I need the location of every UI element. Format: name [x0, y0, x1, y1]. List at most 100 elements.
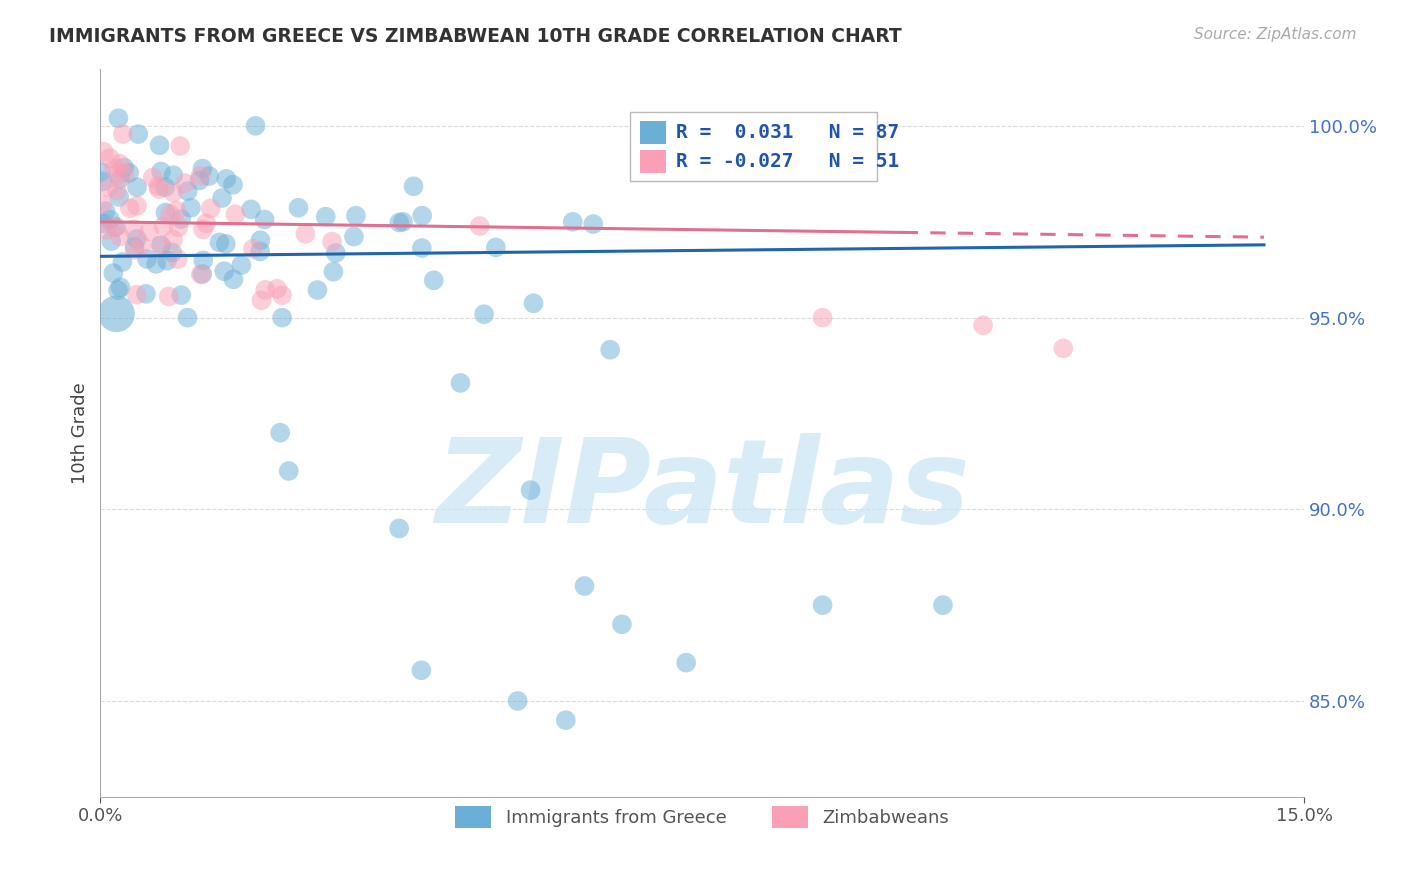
Point — [266, 282, 288, 296]
Point — [287, 201, 309, 215]
Point — [231, 258, 253, 272]
Point — [211, 191, 233, 205]
Point — [124, 243, 146, 257]
Point — [105, 219, 128, 234]
Point — [107, 112, 129, 126]
Point — [411, 663, 433, 677]
Point — [321, 235, 343, 249]
Point — [96, 223, 118, 237]
Point — [344, 209, 367, 223]
Point — [112, 161, 135, 175]
Point — [468, 219, 491, 233]
Point — [150, 164, 173, 178]
Point — [193, 253, 215, 268]
Point — [149, 238, 172, 252]
Point — [98, 212, 121, 227]
Point — [93, 145, 115, 159]
Point — [103, 220, 125, 235]
Point — [127, 127, 149, 141]
FancyBboxPatch shape — [630, 112, 877, 181]
Point — [271, 288, 294, 302]
Point — [110, 280, 132, 294]
Point — [506, 694, 529, 708]
Point — [188, 173, 211, 187]
Point — [269, 425, 291, 440]
Point — [191, 267, 214, 281]
Point — [162, 168, 184, 182]
Point — [307, 283, 329, 297]
Point — [271, 310, 294, 325]
Point — [190, 169, 212, 183]
Point — [159, 207, 181, 221]
Text: ZIPatlas: ZIPatlas — [434, 434, 970, 549]
Point — [170, 288, 193, 302]
Point — [105, 307, 128, 321]
Point — [1052, 342, 1074, 356]
Point — [224, 207, 246, 221]
Point — [131, 238, 153, 252]
Point — [167, 220, 190, 235]
Point — [155, 205, 177, 219]
Point — [422, 273, 444, 287]
Point — [388, 521, 411, 535]
Point — [277, 464, 299, 478]
Point — [125, 199, 148, 213]
Point — [98, 180, 121, 194]
Point — [112, 167, 135, 181]
Point — [105, 184, 128, 198]
Point — [402, 179, 425, 194]
Point — [972, 318, 994, 333]
Point — [811, 598, 834, 612]
Point — [249, 233, 271, 247]
Point — [91, 197, 114, 211]
Point — [90, 165, 112, 179]
Point — [388, 215, 411, 229]
Point — [118, 166, 141, 180]
Point — [150, 238, 173, 252]
Point — [242, 242, 264, 256]
Point — [136, 252, 159, 266]
Point — [170, 212, 193, 227]
Point — [166, 203, 188, 218]
Point — [811, 310, 834, 325]
Point — [98, 151, 121, 165]
Point — [250, 293, 273, 308]
Text: IMMIGRANTS FROM GREECE VS ZIMBABWEAN 10TH GRADE CORRELATION CHART: IMMIGRANTS FROM GREECE VS ZIMBABWEAN 10T… — [49, 27, 903, 45]
Point — [253, 212, 276, 227]
Point — [472, 307, 495, 321]
Point — [180, 201, 202, 215]
Legend: Immigrants from Greece, Zimbabweans: Immigrants from Greece, Zimbabweans — [449, 798, 956, 835]
Point — [675, 656, 697, 670]
Point — [411, 241, 433, 255]
Text: Source: ZipAtlas.com: Source: ZipAtlas.com — [1194, 27, 1357, 42]
Point — [91, 216, 114, 230]
Point — [111, 127, 134, 141]
Point — [200, 202, 222, 216]
Point — [148, 182, 170, 196]
Point — [162, 233, 184, 247]
Point — [103, 161, 125, 176]
Point — [322, 265, 344, 279]
Point — [125, 232, 148, 246]
Point — [162, 245, 184, 260]
Point — [103, 266, 125, 280]
Point — [108, 190, 131, 204]
Point — [107, 166, 129, 180]
Point — [315, 210, 337, 224]
Text: R = -0.027   N = 51: R = -0.027 N = 51 — [676, 153, 898, 171]
Point — [108, 229, 131, 244]
Point — [100, 234, 122, 248]
Point — [325, 246, 347, 260]
Point — [91, 174, 114, 188]
Point — [174, 176, 197, 190]
Point — [191, 161, 214, 176]
Point — [485, 240, 508, 254]
Point — [125, 180, 148, 194]
Point — [599, 343, 621, 357]
Point — [411, 209, 433, 223]
Point — [522, 296, 544, 310]
Point — [157, 289, 180, 303]
Point — [156, 253, 179, 268]
Point — [122, 222, 145, 236]
Point — [249, 244, 271, 259]
